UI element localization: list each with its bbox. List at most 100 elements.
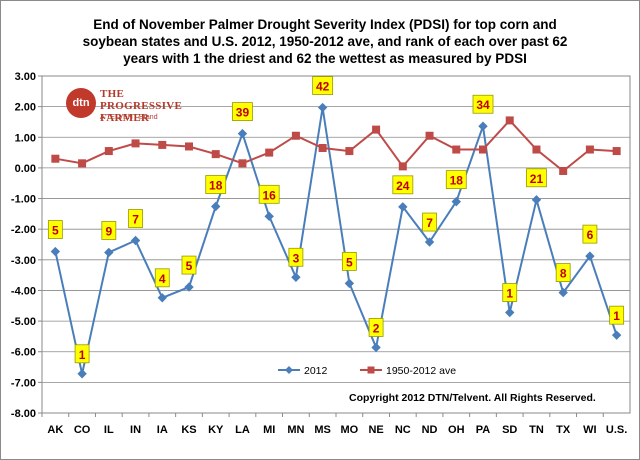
rank-label: 34 bbox=[476, 98, 490, 112]
series-0-point bbox=[77, 369, 87, 379]
rank-label: 1 bbox=[613, 309, 620, 323]
logo-brand-line-1: THE PROGRESSIVE bbox=[100, 88, 183, 112]
y-tick-label: 1.00 bbox=[15, 132, 36, 144]
rank-label: 6 bbox=[587, 228, 594, 242]
chart-title-line-1: End of November Palmer Drought Severity … bbox=[93, 17, 557, 32]
y-tick-label: -6.00 bbox=[11, 347, 36, 359]
series-1-point bbox=[532, 145, 541, 154]
series-0-point bbox=[104, 247, 114, 258]
series-line-1 bbox=[55, 118, 617, 173]
rank-label: 16 bbox=[263, 188, 277, 202]
series-0-point bbox=[371, 342, 381, 353]
series-1-point bbox=[238, 159, 247, 168]
rank-label: 5 bbox=[346, 255, 353, 269]
series-0-point bbox=[130, 235, 141, 246]
rank-label: 42 bbox=[316, 80, 330, 94]
y-tick-label: -3.00 bbox=[11, 255, 36, 267]
x-tick-label: NC bbox=[395, 424, 411, 436]
rank-box bbox=[445, 170, 467, 190]
series-0-point bbox=[184, 282, 194, 292]
x-tick-label: SD bbox=[502, 424, 517, 436]
x-tick-label: ND bbox=[422, 424, 438, 436]
rank-label: 39 bbox=[236, 106, 250, 120]
rank-box bbox=[341, 252, 357, 271]
rank-box bbox=[368, 318, 384, 337]
x-tick-label: IL bbox=[104, 424, 114, 436]
x-tick-label: TX bbox=[556, 424, 571, 436]
rank-box bbox=[154, 268, 170, 288]
series-0-point bbox=[344, 278, 355, 289]
series-0-point bbox=[505, 307, 515, 318]
x-tick-label: KS bbox=[181, 424, 196, 436]
series-1-point bbox=[51, 154, 60, 163]
dtn-progressive-farmer-logo: dtn THE PROGRESSIVE FARMER A TELVENT Bra… bbox=[66, 86, 184, 126]
x-tick-label: MN bbox=[287, 424, 304, 436]
rank-box bbox=[422, 212, 437, 232]
rank-box bbox=[312, 76, 334, 95]
series-0-point bbox=[211, 201, 221, 212]
rank-label: 7 bbox=[132, 213, 139, 227]
plot-area bbox=[41, 75, 631, 414]
chart-title-line-2: soybean states and U.S. 2012, 1950-2012 … bbox=[82, 34, 568, 49]
rank-label: 5 bbox=[52, 224, 59, 238]
rank-box bbox=[288, 247, 304, 267]
series-1-point bbox=[131, 139, 140, 148]
legend-marker-1 bbox=[367, 366, 375, 374]
x-tick-label: WI bbox=[583, 424, 596, 436]
rank-box bbox=[232, 102, 253, 121]
x-tick-label: LA bbox=[235, 424, 250, 436]
y-tick-label: -5.00 bbox=[11, 316, 36, 328]
y-tick-label: 3.00 bbox=[15, 71, 36, 83]
x-tick-label: U.S. bbox=[606, 424, 627, 436]
chart-title-line-3: years with 1 the driest and 62 the wette… bbox=[123, 51, 527, 66]
series-1-point bbox=[185, 142, 193, 151]
y-tick-label: 0.00 bbox=[15, 163, 36, 175]
series-1-point bbox=[452, 145, 461, 154]
series-0-point bbox=[50, 246, 61, 257]
legend-label-1: 1950-2012 ave bbox=[386, 365, 456, 377]
rank-label: 21 bbox=[530, 172, 544, 186]
series-1-point bbox=[425, 131, 434, 140]
dtn-badge: dtn bbox=[66, 88, 96, 118]
rank-box bbox=[555, 263, 571, 282]
series-line-0 bbox=[54, 107, 618, 375]
series-0-point bbox=[291, 272, 301, 282]
legend-label-0: 2012 bbox=[304, 365, 328, 377]
x-tick-label: MS bbox=[314, 424, 331, 436]
series-1-point bbox=[585, 145, 594, 154]
x-tick-label: MO bbox=[340, 424, 358, 436]
y-tick-label: -8.00 bbox=[11, 408, 36, 420]
x-tick-label: MI bbox=[263, 424, 275, 436]
rank-box bbox=[392, 175, 414, 195]
series-1-point bbox=[104, 147, 113, 156]
series-1-point bbox=[318, 143, 327, 152]
series-1-point bbox=[479, 145, 487, 154]
series-1-point bbox=[291, 131, 300, 140]
series-0-point bbox=[398, 202, 408, 212]
copyright-notice: Copyright 2012 DTN/Telvent. All Rights R… bbox=[349, 392, 596, 404]
y-tick-label: -4.00 bbox=[11, 285, 36, 297]
rank-box bbox=[47, 220, 63, 239]
rank-label: 3 bbox=[293, 251, 300, 265]
series-0-point bbox=[531, 195, 542, 205]
series-0-point bbox=[317, 102, 328, 113]
rank-label: 5 bbox=[186, 259, 193, 273]
series-1-point bbox=[265, 148, 274, 157]
rank-box bbox=[526, 168, 547, 188]
series-1-point bbox=[559, 166, 568, 175]
rank-box bbox=[128, 209, 143, 228]
x-tick-label: CO bbox=[74, 424, 91, 436]
x-tick-label: IA bbox=[157, 424, 168, 436]
series-1-point bbox=[398, 162, 407, 171]
rank-box bbox=[258, 184, 280, 204]
series-1-point bbox=[505, 116, 514, 125]
rank-label: 7 bbox=[426, 216, 433, 230]
x-tick-label: OH bbox=[448, 424, 465, 436]
rank-box bbox=[205, 175, 227, 194]
x-tick-label: AK bbox=[47, 424, 63, 436]
x-tick-label: IN bbox=[130, 424, 141, 436]
series-0-point bbox=[558, 287, 568, 298]
rank-label: 24 bbox=[396, 179, 410, 193]
series-0-point bbox=[424, 237, 435, 247]
